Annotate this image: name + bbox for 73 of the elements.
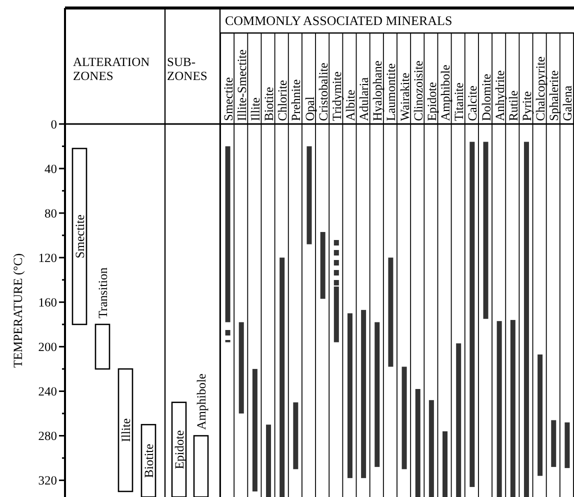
x-tick-label: Smectite [73, 214, 87, 258]
bar [266, 424, 272, 497]
bar [225, 146, 230, 322]
x-tick-label: Albite [343, 89, 358, 121]
bar [72, 148, 88, 326]
y-axis-title: TEMPERATURE (°C) [11, 253, 25, 368]
x-tick-label: Cristobalite [316, 62, 330, 121]
bar [118, 368, 134, 492]
x-tick-label: Dolomite [479, 73, 494, 121]
x-tick-label: Clinozoisite [411, 60, 426, 121]
x-tick-label: Smectite [221, 76, 236, 121]
bar [538, 354, 543, 476]
x-tick-label: Galena [560, 85, 574, 121]
x-tick-label: Calcite [466, 85, 480, 121]
bar [470, 142, 475, 487]
x-tick-label: Illite [248, 96, 262, 121]
bar [280, 258, 285, 497]
y-tick-label: 240 [38, 384, 57, 399]
x-tick-label: Adularia [357, 76, 372, 121]
bar [402, 366, 407, 470]
bar [510, 320, 516, 497]
bar [293, 402, 298, 470]
y-tick-label: 280 [38, 429, 57, 444]
x-tick-label: Chalcopyrite [534, 56, 548, 121]
bar [456, 343, 462, 497]
bar [496, 321, 502, 497]
x-tick-label: Biotite [142, 443, 156, 478]
x-tick-label: Chlorite [276, 80, 290, 121]
x-tick-label: Amphibole [438, 64, 453, 121]
bar [347, 313, 352, 478]
x-tick-label: Sphalerite [547, 70, 562, 121]
x-tick-label: Tridymite [330, 71, 344, 121]
chart-title: SUB-ZONES [167, 55, 208, 83]
bar [320, 232, 326, 299]
bar [564, 422, 570, 468]
bar [374, 322, 380, 467]
bar [524, 142, 529, 497]
x-tick-label: Epidote [172, 430, 186, 470]
y-tick-label: 200 [38, 340, 57, 354]
y-tick-label: 120 [38, 250, 57, 265]
bar [442, 431, 448, 497]
bar [252, 368, 258, 492]
x-tick-label: Transition [96, 266, 110, 318]
x-tick-label: Illite [119, 418, 133, 442]
bar [551, 420, 556, 467]
x-tick-label: Rutile [506, 90, 520, 121]
y-tick-label: 0 [50, 117, 57, 132]
x-tick-label: Laumontite [384, 62, 398, 121]
bar [428, 400, 434, 497]
x-tick-label: Hyalophane [370, 60, 385, 121]
x-tick-label: Prehnite [289, 78, 304, 121]
bar [306, 146, 312, 244]
bar [361, 310, 366, 478]
x-tick-label: Biotite [262, 86, 276, 121]
bar [388, 258, 394, 367]
x-tick-label: Opal [302, 96, 317, 121]
bar [483, 142, 488, 319]
bar [94, 324, 110, 370]
bar [415, 388, 420, 497]
x-tick-label: Illite-Smectite [234, 49, 249, 121]
y-tick-label: 160 [38, 296, 57, 310]
chart-title: ALTERATION ZONES [73, 55, 150, 83]
chart-title: COMMONLY ASSOCIATED MINERALS [225, 13, 452, 28]
x-tick-label: Anhydrite [492, 70, 507, 121]
x-tick-label: Wairakite [398, 72, 412, 121]
x-tick-label: Titanite [452, 82, 466, 121]
y-tick-label: 80 [44, 206, 57, 220]
x-tick-label: Pyrite [520, 90, 534, 121]
x-tick-label: Epidote [424, 82, 439, 121]
y-tick-label: 320 [38, 474, 57, 488]
bar [238, 322, 244, 414]
x-tick-label: Amphibole [194, 373, 208, 430]
y-tick-label: 40 [44, 162, 57, 176]
